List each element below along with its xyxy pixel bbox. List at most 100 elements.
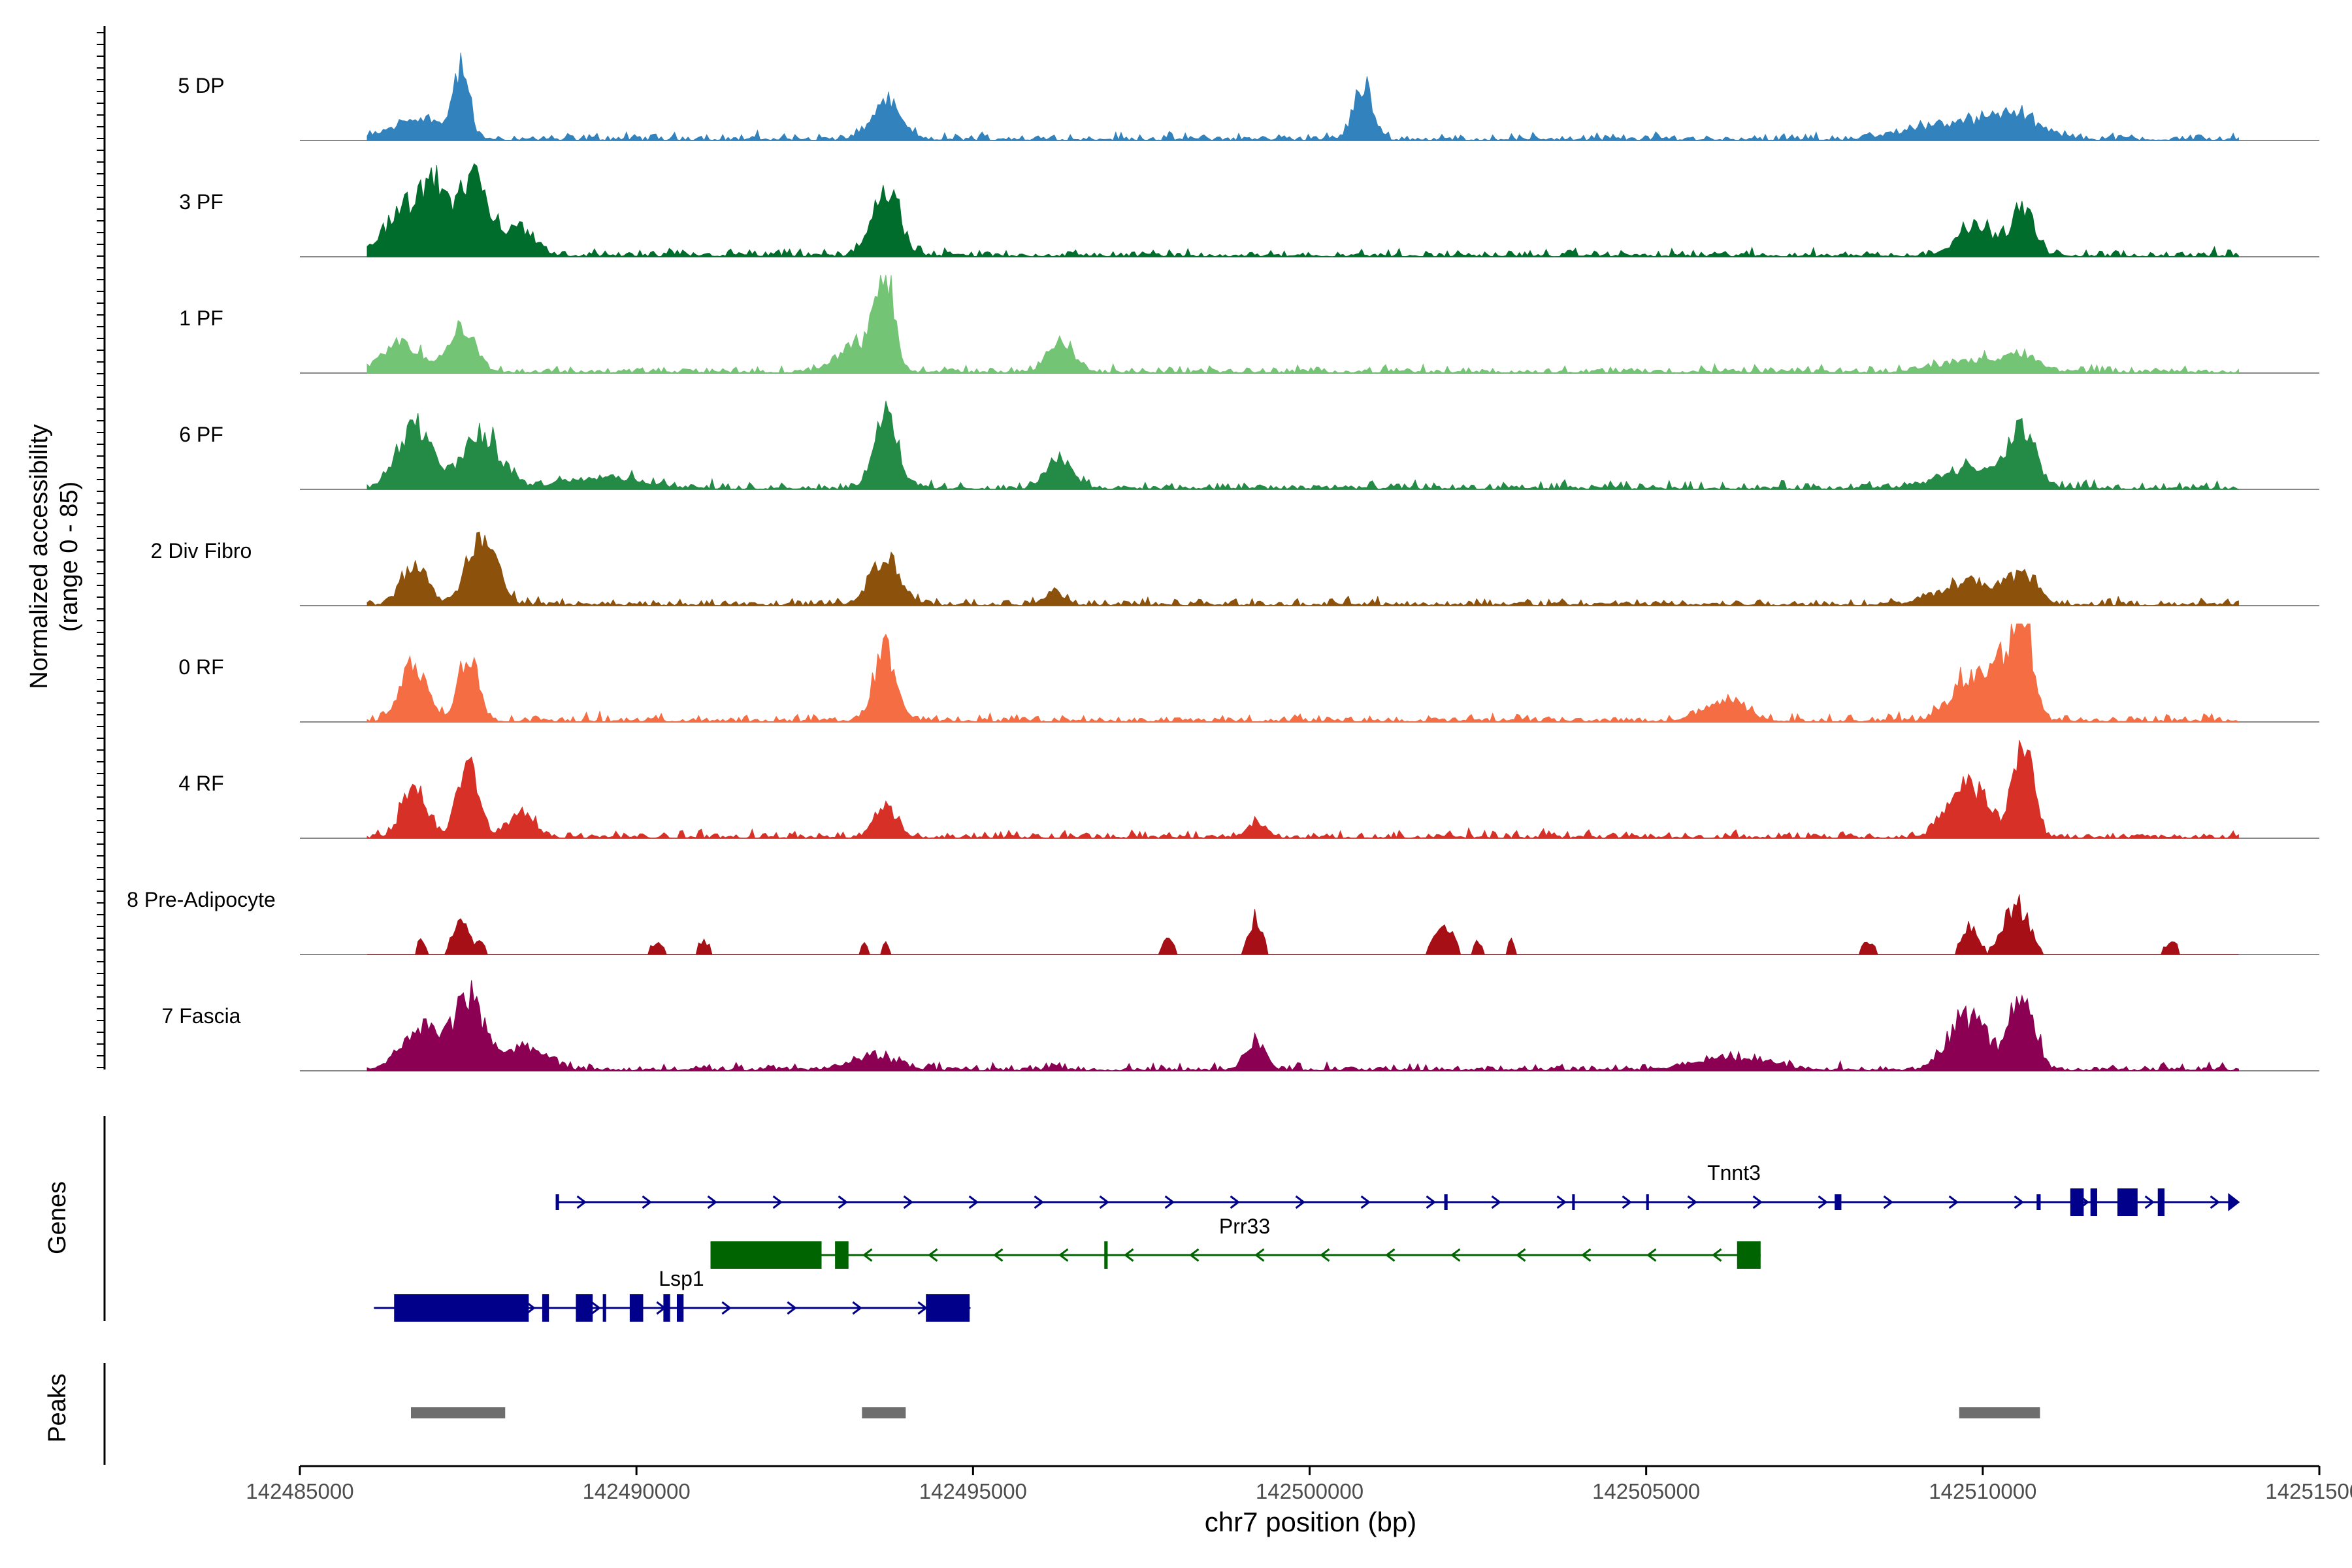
track-0-rf: 0 RF <box>178 623 2319 723</box>
gene-annotation-panel: Tnnt3 Prr33 Lsp1 <box>103 1116 2240 1322</box>
coverage-tracks: 5 DP 3 PF 1 PF 6 PF 2 Div Fibro 0 RF 4 RF 8 Pre… <box>97 26 2319 1071</box>
track-label: 8 Pre-Adipocyte <box>127 888 276 911</box>
strand-arrow <box>862 1248 873 1262</box>
strand-arrow <box>1164 1195 1175 1209</box>
strand-arrow <box>1948 1195 1959 1209</box>
strand-arrow <box>772 1195 783 1209</box>
coverage-area <box>367 531 2239 606</box>
strand-arrow <box>1712 1248 1722 1262</box>
x-tick-label: 142485000 <box>246 1479 353 1503</box>
coverage-area <box>367 274 2239 374</box>
track-8-pre-adipocyte: 8 Pre-Adipocyte <box>127 888 2319 956</box>
strand-arrow <box>1058 1248 1069 1262</box>
gene-prr33 <box>710 1241 1761 1269</box>
strand-arrow <box>707 1195 718 1209</box>
track-label: 7 Fascia <box>162 1004 241 1028</box>
strand-arrow <box>1099 1195 1110 1209</box>
exon-block <box>555 1194 559 1210</box>
x-tick-label: 142500000 <box>1256 1479 1364 1503</box>
strand-arrow <box>1581 1248 1592 1262</box>
track-1-pf: 1 PF <box>179 274 2319 374</box>
y-axis-range: (range 0 - 85) <box>56 482 83 632</box>
exon-block <box>2070 1188 2084 1216</box>
strand-arrow <box>1646 1248 1657 1262</box>
x-tick-label: 142515000 <box>2265 1479 2352 1503</box>
strand-arrow <box>1752 1195 1763 1209</box>
coverage-area <box>367 980 2239 1071</box>
genes-panel-label: Genes <box>44 1181 71 1254</box>
exon-block <box>663 1294 670 1322</box>
exon-block <box>1104 1241 1108 1269</box>
strand-arrow <box>838 1195 849 1209</box>
strand-arrow <box>2014 1195 2025 1209</box>
track-4-rf: 4 RF <box>178 740 2319 839</box>
exon-block <box>542 1294 549 1322</box>
exon-block <box>1835 1194 1842 1210</box>
exon-block <box>2157 1188 2165 1216</box>
peaks-panel <box>103 1363 2040 1465</box>
strand-arrow <box>903 1195 914 1209</box>
track-label: 1 PF <box>179 306 223 330</box>
strand-arrow <box>1687 1195 1698 1209</box>
strand-arrow <box>1124 1248 1134 1262</box>
exon-block <box>1737 1241 1761 1269</box>
exon-block <box>629 1294 644 1322</box>
strand-arrow <box>1622 1195 1633 1209</box>
exon-block <box>710 1241 822 1269</box>
peaks-panel-label: Peaks <box>44 1373 71 1443</box>
gene-label-tnnt3: Tnnt3 <box>1707 1161 1761 1184</box>
x-tick-label: 142505000 <box>1592 1479 1700 1503</box>
exon-block <box>1444 1194 1448 1210</box>
coverage-area <box>367 740 2239 839</box>
strand-arrow <box>1385 1248 1396 1262</box>
strand-arrow <box>993 1248 1004 1262</box>
strand-arrow <box>852 1301 862 1315</box>
strand-arrow <box>1320 1248 1330 1262</box>
strand-arrow <box>525 1301 536 1315</box>
exon-block <box>602 1294 606 1322</box>
track-2-div-fibro: 2 Div Fibro <box>151 531 2319 606</box>
exon-block <box>835 1241 849 1269</box>
track-label: 5 DP <box>178 74 224 97</box>
gene-end-arrow <box>2228 1193 2240 1211</box>
strand-arrow <box>721 1301 732 1315</box>
track-label: 2 Div Fibro <box>151 539 252 563</box>
x-tick-label: 142510000 <box>1929 1479 2036 1503</box>
peak-region <box>411 1407 506 1418</box>
exon-block <box>2117 1188 2138 1216</box>
strand-arrow <box>787 1301 797 1315</box>
track-label: 3 PF <box>179 190 223 214</box>
coverage-area <box>367 623 2239 723</box>
strand-arrow <box>1295 1195 1306 1209</box>
peak-region <box>862 1407 906 1418</box>
strand-arrow <box>591 1301 601 1315</box>
strand-arrow <box>1254 1248 1265 1262</box>
strand-arrow <box>642 1195 653 1209</box>
coverage-area <box>367 163 2239 257</box>
gene-label-lsp1: Lsp1 <box>659 1267 704 1290</box>
strand-arrow <box>1556 1195 1567 1209</box>
track-label: 6 PF <box>179 423 223 446</box>
x-axis-title: chr7 position (bp) <box>1205 1507 1417 1537</box>
x-axis: 142485000 142490000 142495000 142500000 1425… <box>246 1465 2352 1503</box>
track-label: 4 RF <box>178 772 223 795</box>
exon-block <box>676 1294 684 1322</box>
strand-arrow <box>1818 1195 1829 1209</box>
strand-arrow <box>1516 1248 1526 1262</box>
exon-block <box>1572 1194 1575 1210</box>
strand-arrow <box>2210 1195 2221 1209</box>
track-3-pf: 3 PF <box>179 163 2319 257</box>
coverage-area <box>367 52 2239 142</box>
y-axis-title: Normalized accessibility <box>25 424 53 689</box>
strand-arrow <box>1360 1195 1371 1209</box>
strand-arrow <box>1189 1248 1200 1262</box>
track-5-dp: 5 DP <box>178 52 2319 142</box>
strand-arrow <box>2144 1195 2155 1209</box>
strand-arrow <box>1230 1195 1241 1209</box>
gene-tnnt3 <box>555 1188 2240 1216</box>
strand-arrow <box>1883 1195 1894 1209</box>
strand-arrow <box>928 1248 938 1262</box>
strand-arrow <box>1034 1195 1045 1209</box>
x-tick-label: 142495000 <box>919 1479 1027 1503</box>
exon-block <box>394 1294 529 1322</box>
